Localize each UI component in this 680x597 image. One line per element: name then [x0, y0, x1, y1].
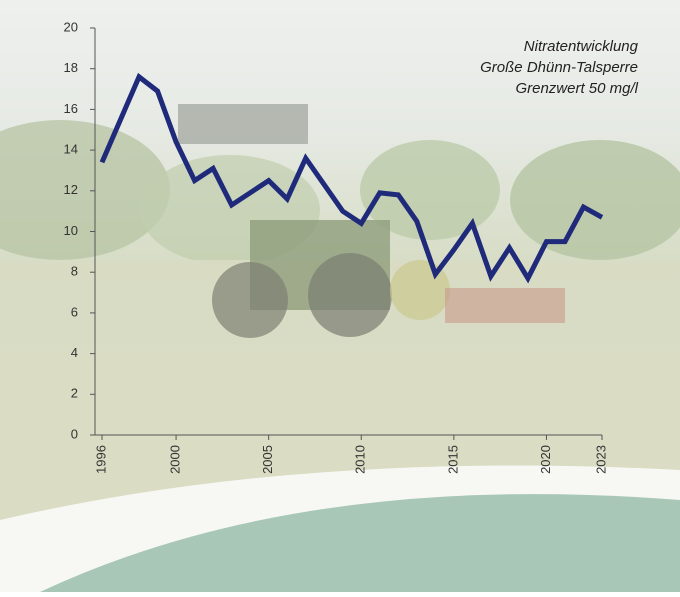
y-tick-label: 12 — [64, 182, 78, 197]
y-tick-label: 0 — [71, 426, 78, 441]
x-tick-label: 1996 — [93, 445, 108, 474]
x-tick-label: 2020 — [538, 445, 553, 474]
y-tick-label: 2 — [71, 386, 78, 401]
y-tick-label: 16 — [64, 101, 78, 116]
y-tick-label: 4 — [71, 345, 78, 360]
y-tick-label: 6 — [71, 304, 78, 319]
x-tick-label: 2015 — [445, 445, 460, 474]
x-tick-label: 2023 — [593, 445, 608, 474]
y-tick-label: 8 — [71, 264, 78, 279]
annotation-line: Grenzwert 50 mg/l — [515, 80, 638, 97]
x-tick-label: 2005 — [260, 445, 275, 474]
y-tick-label: 18 — [64, 60, 78, 75]
y-tick-label: 10 — [64, 223, 78, 238]
y-tick-label: 20 — [64, 19, 78, 34]
annotation-line: Große Dhünn-Talsperre — [480, 59, 638, 76]
y-tick-label: 14 — [64, 142, 78, 157]
x-tick-label: 2000 — [168, 445, 183, 474]
annotation-line: Nitratentwicklung — [524, 38, 639, 55]
chart: Nitratentwicklung Große Dhünn-Talsperre Gr… — [0, 0, 680, 592]
x-tick-label: 2010 — [353, 445, 368, 474]
